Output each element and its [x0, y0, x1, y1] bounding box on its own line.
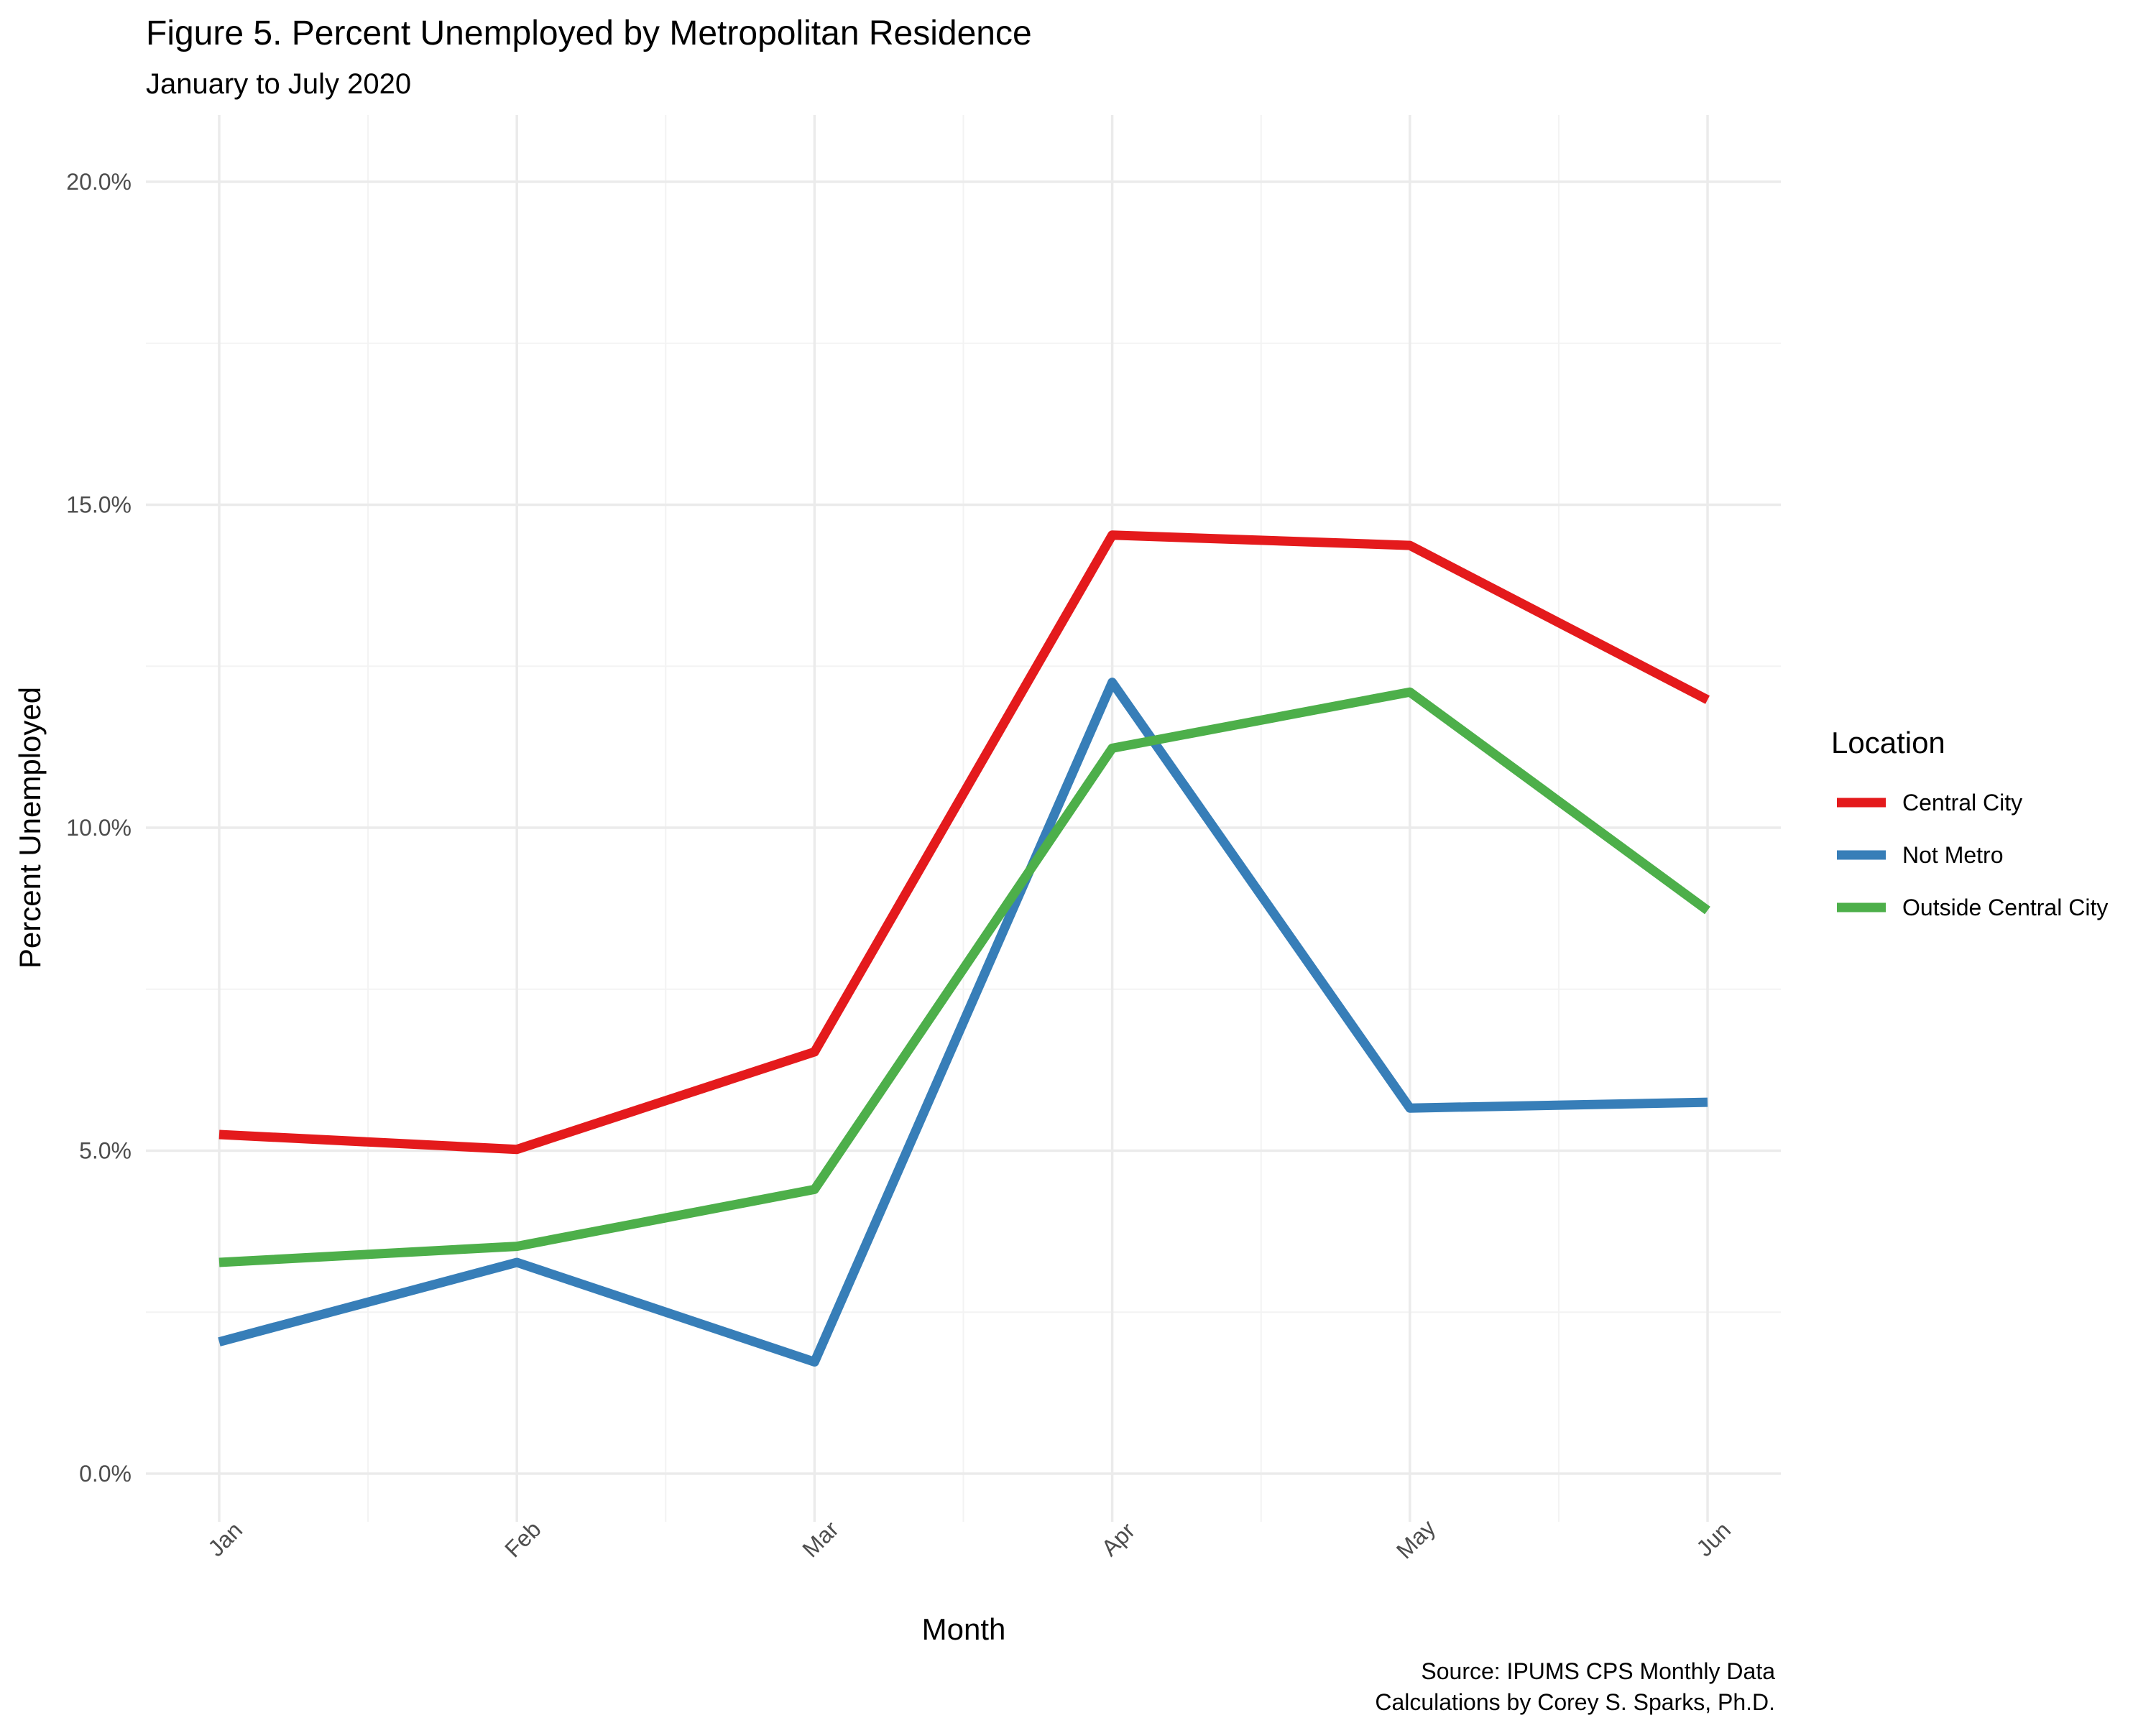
- legend: Location Central City Not Metro Outside Ce…: [1831, 726, 2108, 920]
- x-axis-title: Month: [922, 1612, 1006, 1646]
- y-axis-title: Percent Unemployed: [13, 687, 47, 969]
- x-axis-ticks: Jan Feb Mar Apr May Jun: [203, 1515, 1736, 1563]
- x-tick-label: Apr: [1096, 1517, 1140, 1561]
- series-line-central-city: [218, 530, 1710, 1155]
- legend-label-outside-central-city: Outside Central City: [1902, 895, 2108, 920]
- chart-title: Figure 5. Percent Unemployed by Metropol…: [146, 14, 1032, 52]
- legend-title: Location: [1831, 726, 1945, 759]
- legend-items: Central City Not Metro Outside Central Cit…: [1837, 790, 2108, 920]
- y-axis-ticks: 0.0% 5.0% 10.0% 15.0% 20.0%: [66, 169, 132, 1487]
- series-line-not-metro: [218, 678, 1708, 1367]
- y-tick-label: 15.0%: [66, 492, 132, 518]
- series-layer: [218, 530, 1710, 1367]
- caption-credit: Calculations by Corey S. Sparks, Ph.D.: [1375, 1689, 1775, 1715]
- x-tick-label: Feb: [499, 1516, 545, 1562]
- x-tick-label: Jun: [1691, 1517, 1736, 1561]
- legend-label-central-city: Central City: [1902, 790, 2022, 816]
- y-tick-label: 5.0%: [79, 1138, 132, 1164]
- legend-label-not-metro: Not Metro: [1902, 842, 2003, 868]
- y-tick-label: 10.0%: [66, 815, 132, 841]
- caption-source: Source: IPUMS CPS Monthly Data: [1421, 1658, 1775, 1684]
- x-tick-label: Jan: [203, 1517, 247, 1561]
- x-tick-label: Mar: [797, 1516, 844, 1563]
- y-tick-label: 20.0%: [66, 169, 132, 195]
- grid-layer: [146, 115, 1781, 1522]
- chart-subtitle: January to July 2020: [146, 68, 411, 100]
- series-line-outside-central-city: [218, 687, 1710, 1267]
- x-tick-label: May: [1391, 1515, 1440, 1563]
- y-tick-label: 0.0%: [79, 1461, 132, 1487]
